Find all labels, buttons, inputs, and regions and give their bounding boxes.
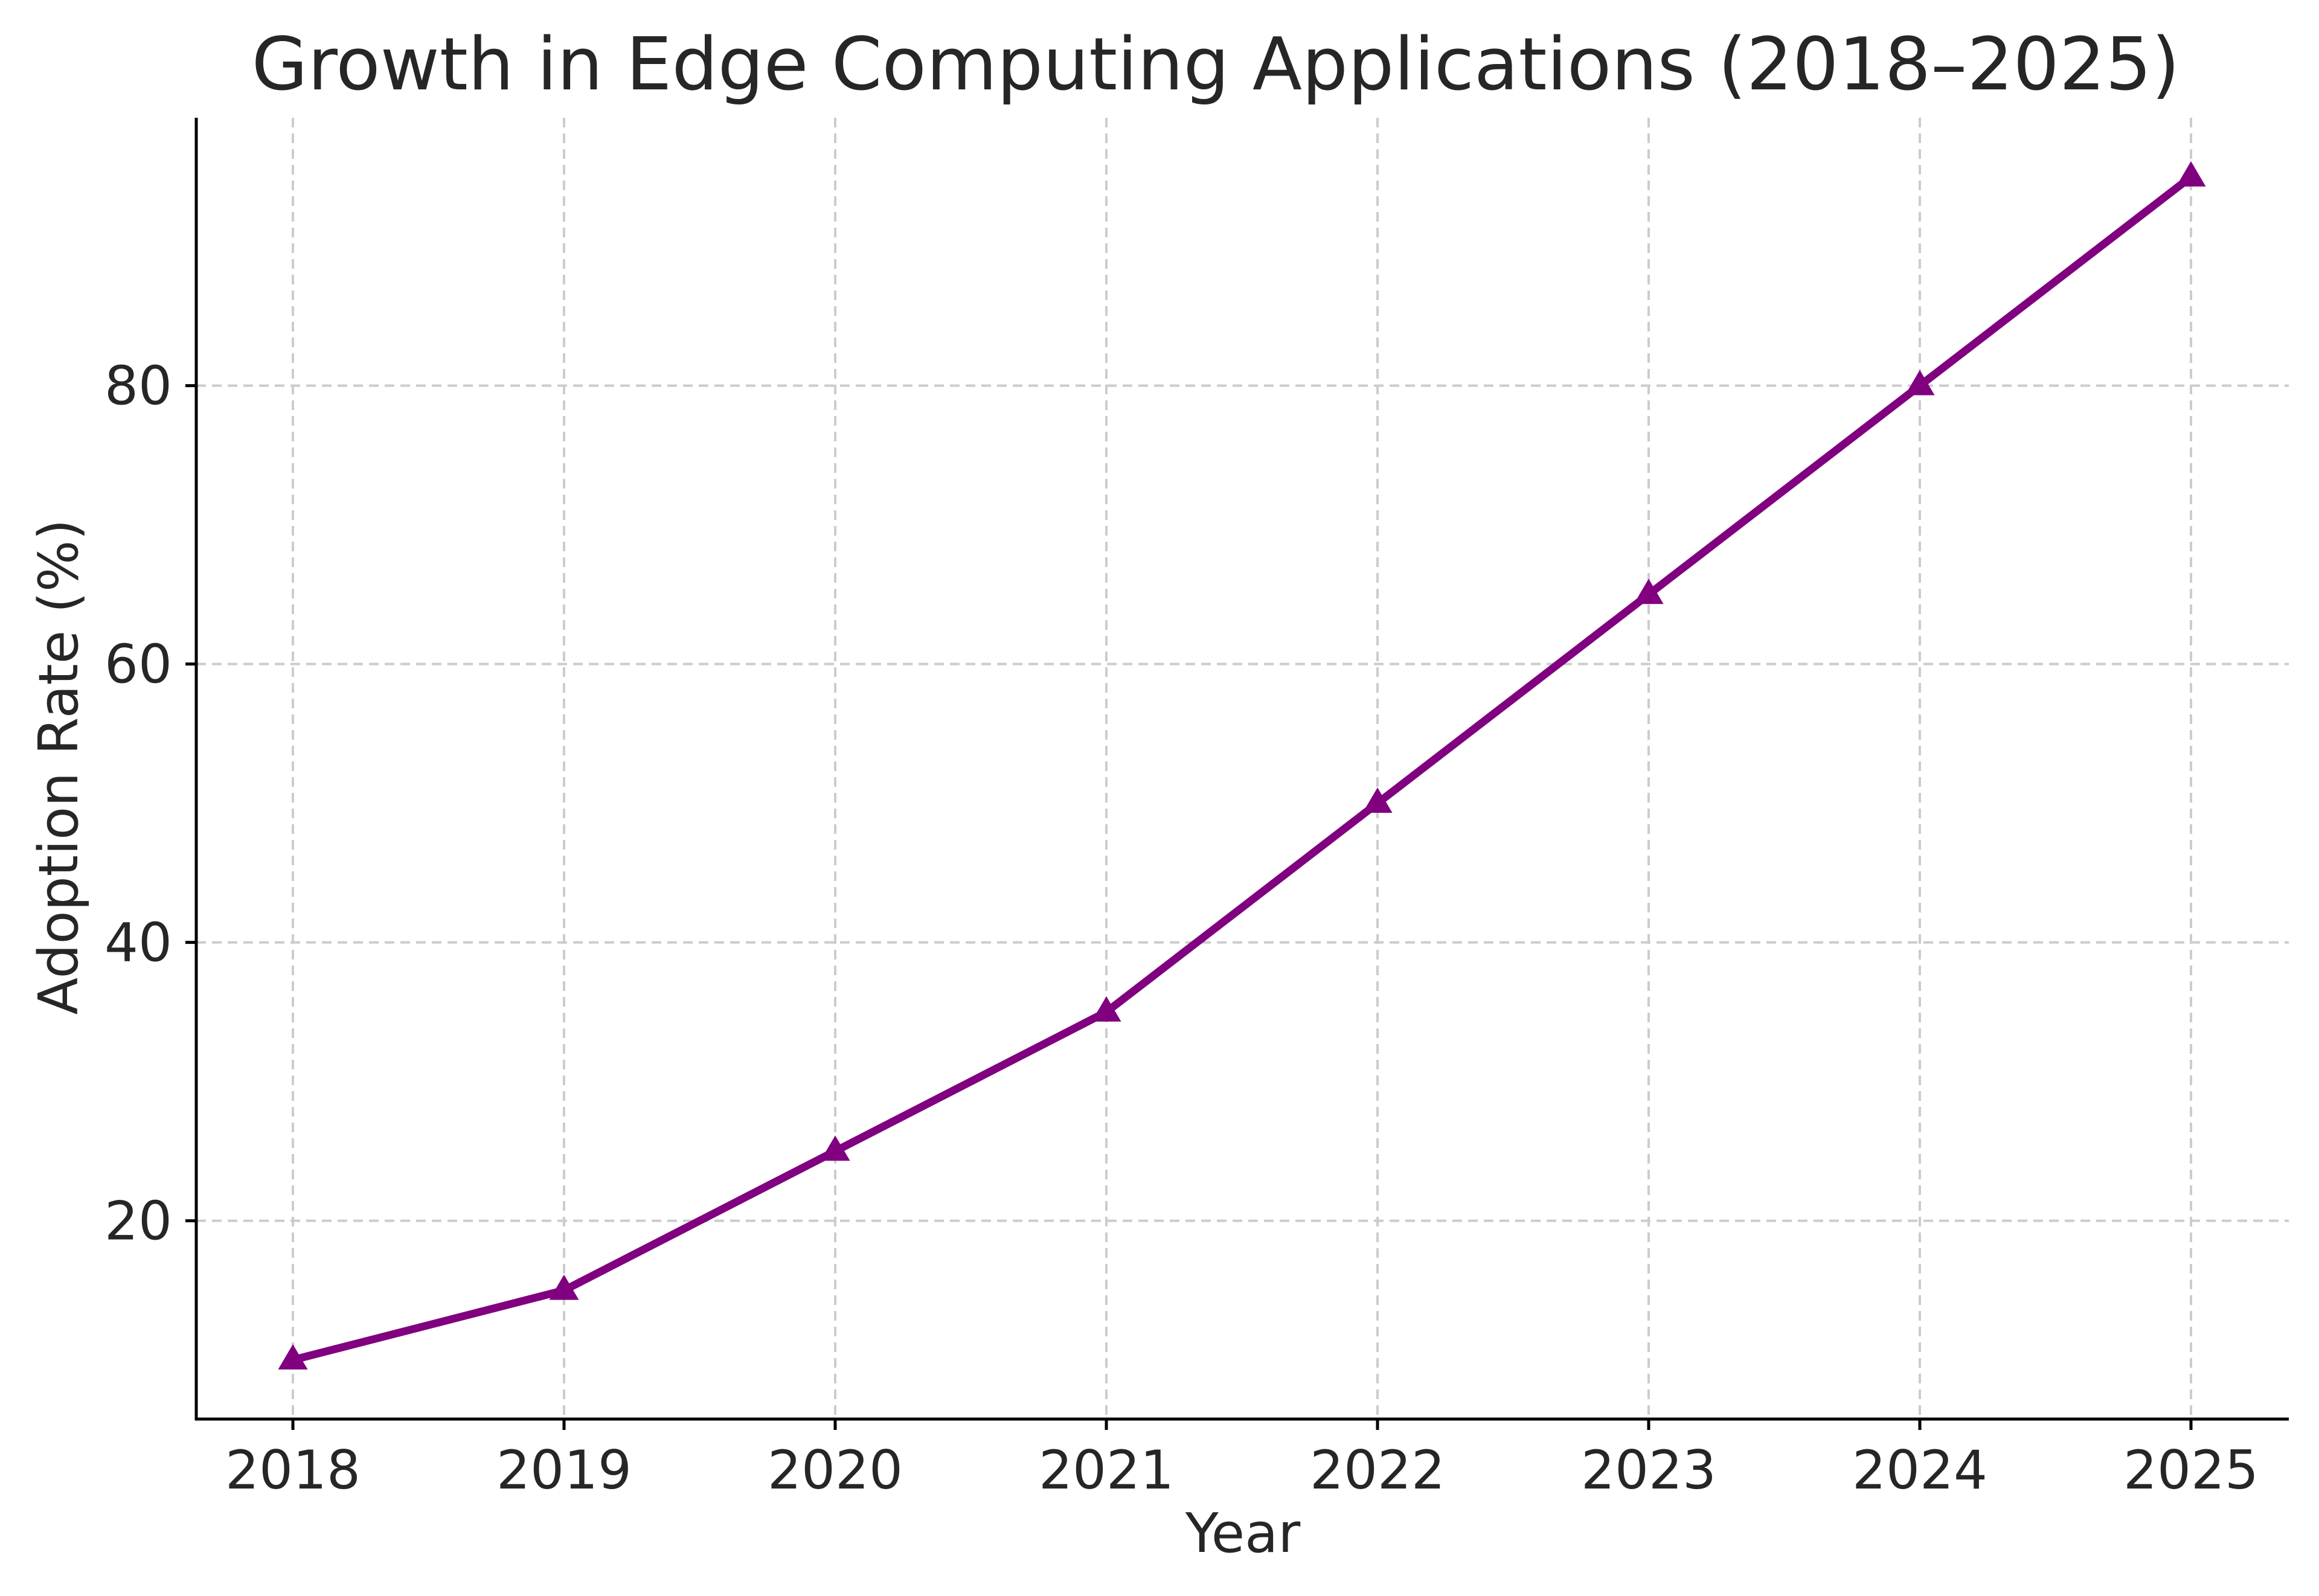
x-axis-label: Year — [1185, 1502, 1301, 1565]
x-tick-label: 2018 — [225, 1439, 361, 1501]
x-tick-label: 2024 — [1852, 1439, 1987, 1501]
y-axis-label: Adoption Rate (%) — [27, 519, 91, 1014]
data-point-marker — [278, 1344, 308, 1370]
x-tick-label: 2023 — [1581, 1439, 1716, 1501]
series-layer — [278, 161, 2206, 1370]
data-point-marker — [1905, 370, 1935, 396]
data-point-marker — [820, 1135, 850, 1161]
y-tick-label: 20 — [104, 1190, 172, 1252]
x-tick-label: 2021 — [1039, 1439, 1174, 1501]
x-tick-label: 2020 — [768, 1439, 903, 1501]
data-point-marker — [2176, 161, 2206, 187]
data-point-marker — [549, 1274, 579, 1300]
y-tick-label: 60 — [104, 633, 172, 696]
series-line — [289, 173, 2195, 1364]
data-point-marker — [1634, 578, 1664, 604]
axes — [185, 118, 2289, 1430]
tick-labels: 2018 2019 2020 2021 2022 2023 2024 2025 20 40 60 80 — [104, 355, 2259, 1501]
grid — [196, 118, 2289, 1419]
x-tick-label: 2025 — [2123, 1439, 2259, 1501]
x-tick-label: 2019 — [496, 1439, 632, 1501]
chart-title: Growth in Edge Computing Applications (2… — [252, 23, 2180, 107]
y-tick-label: 80 — [104, 355, 172, 417]
data-point-marker — [1362, 787, 1393, 813]
x-tick-label: 2022 — [1310, 1439, 1445, 1501]
y-tick-label: 40 — [104, 912, 172, 974]
data-point-marker — [1091, 996, 1121, 1022]
